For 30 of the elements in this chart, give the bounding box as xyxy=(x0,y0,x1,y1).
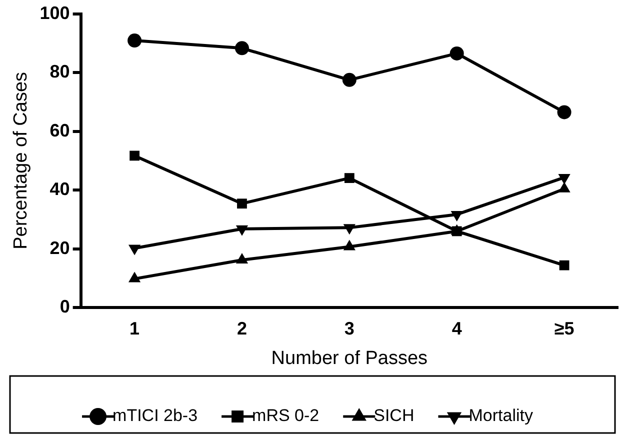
point xyxy=(342,72,356,87)
x-tick-label: 4 xyxy=(452,318,462,338)
x-tick-label: 3 xyxy=(344,318,354,338)
point xyxy=(130,150,140,161)
y-tick-label: 100 xyxy=(40,2,70,23)
y-tick-label: 20 xyxy=(50,238,70,258)
point xyxy=(128,34,142,48)
point xyxy=(557,105,572,120)
y-axis-title: Percentage of Cases xyxy=(10,72,32,250)
point xyxy=(558,182,570,192)
point xyxy=(343,240,356,250)
y-tick-label: 60 xyxy=(50,120,70,140)
legend-label: mRS 0-2 xyxy=(252,406,320,426)
y-tick-label: 40 xyxy=(50,179,70,200)
point xyxy=(237,198,247,209)
y-tick-label: 80 xyxy=(50,62,70,82)
point xyxy=(234,41,249,56)
legend-label: Mortality xyxy=(468,406,534,426)
point xyxy=(236,253,248,264)
point xyxy=(450,46,464,60)
point xyxy=(559,260,570,270)
x-tick-label: 1 xyxy=(130,318,140,338)
point xyxy=(344,173,354,183)
y-tick-label: 0 xyxy=(60,296,70,317)
point xyxy=(128,272,141,282)
x-axis-title: Number of Passes xyxy=(271,348,428,369)
x-tick-label: ≥5 xyxy=(554,318,574,338)
x-tick-label: 2 xyxy=(236,318,247,338)
legend-label: mTICI 2b-3 xyxy=(112,406,198,426)
legend-label: SICH xyxy=(374,406,414,426)
